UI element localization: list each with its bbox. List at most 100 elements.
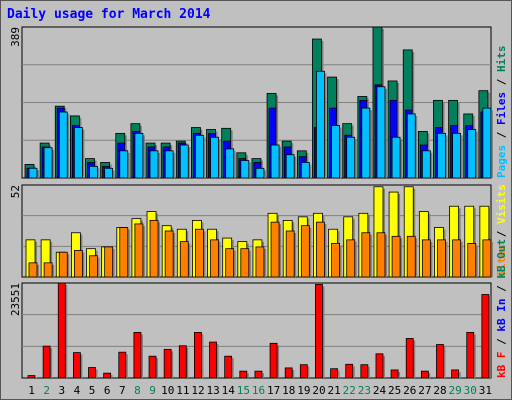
bar-pages	[391, 136, 401, 179]
panel-frame	[21, 282, 492, 379]
bar-pages	[240, 160, 250, 179]
bar-pages	[134, 132, 144, 179]
bar-pages	[300, 162, 310, 179]
y-max-label: 52	[9, 185, 22, 198]
bar-pages	[437, 132, 446, 179]
bar-kbf	[42, 345, 51, 379]
bar-sites	[58, 251, 68, 278]
y-max-label: 23551	[9, 283, 22, 316]
x-tick-label: 1	[28, 384, 35, 397]
x-tick-label: 23	[358, 384, 371, 397]
x-tick-label: 13	[206, 384, 219, 397]
bar-kbf	[194, 332, 202, 379]
bar-kbf	[420, 370, 429, 379]
y-max-label: 389	[9, 27, 22, 47]
legend-item: kB F	[495, 352, 508, 379]
legend-item: Files	[495, 92, 508, 125]
bar-kbf	[390, 369, 399, 379]
bar-sites	[467, 242, 477, 278]
bar-pages	[73, 127, 83, 179]
bar-sites	[73, 250, 83, 278]
bar-pages	[421, 150, 431, 179]
bar-kbf	[148, 355, 157, 379]
x-tick-label: 26	[403, 384, 416, 397]
bar-kbf	[405, 338, 414, 379]
x-tick-label: 3	[59, 384, 66, 397]
bar-sites	[361, 232, 371, 278]
x-tick-label: 8	[134, 384, 141, 397]
bar-kbf	[299, 364, 308, 379]
x-tick-label: 18	[282, 384, 295, 397]
legend-item: Sites	[495, 244, 508, 277]
bar-sites	[316, 221, 325, 278]
bar-pages	[179, 144, 189, 179]
bar-kbf	[239, 370, 248, 379]
bar-pages	[195, 134, 204, 179]
bar-sites	[285, 230, 295, 278]
bar-kbf	[375, 353, 384, 379]
bar-sites	[104, 246, 114, 278]
legend: Pages / Files / Hits	[495, 46, 508, 179]
legend-separator: /	[495, 125, 508, 145]
bar-sites	[43, 262, 53, 278]
bar-kbf	[133, 332, 142, 379]
bar-kbf	[209, 341, 217, 379]
bar-kbf	[269, 342, 278, 379]
bar-kbf	[436, 344, 444, 379]
bar-sites	[149, 219, 159, 278]
bar-sites	[300, 225, 310, 278]
bar-pages	[119, 150, 129, 179]
bar-kbf	[345, 363, 354, 379]
bar-sites	[482, 239, 492, 278]
bar-pages	[452, 132, 462, 179]
bar-pages	[225, 148, 235, 179]
bar-kbf	[178, 345, 187, 379]
x-tick-label: 14	[222, 384, 236, 397]
bar-sites	[119, 227, 129, 278]
bar-pages	[346, 136, 356, 179]
x-tick-label: 2	[43, 384, 50, 397]
x-tick-label: 7	[119, 384, 126, 397]
x-tick-label: 12	[191, 384, 204, 397]
bar-sites	[437, 239, 446, 278]
bar-sites	[346, 239, 356, 278]
bar-sites	[406, 235, 416, 278]
bar-sites	[179, 241, 189, 278]
bar-kbf	[72, 352, 81, 379]
bar-sites	[225, 248, 235, 278]
x-tick-label: 24	[373, 384, 387, 397]
x-tick-label: 9	[149, 384, 156, 397]
x-tick-label: 10	[161, 384, 174, 397]
x-tick-label: 4	[74, 384, 81, 397]
bar-sites	[210, 239, 219, 278]
legend: Sites / Visits	[495, 184, 508, 277]
x-tick-label: 5	[89, 384, 96, 397]
bar-pages	[331, 125, 340, 179]
bar-sites	[331, 242, 340, 278]
legend-item: kB In	[495, 299, 508, 332]
bar-kbf	[57, 282, 66, 379]
legend-separator: /	[495, 332, 508, 352]
bar-kbf	[163, 348, 172, 379]
x-tick-label: 11	[176, 384, 189, 397]
bar-kbf	[284, 367, 293, 379]
x-tick-label: 17	[267, 384, 280, 397]
bar-sites	[391, 235, 401, 278]
legend-separator: /	[495, 224, 508, 244]
bar-pages	[104, 167, 114, 179]
bar-sites	[376, 232, 386, 278]
bar-pages	[28, 167, 38, 179]
x-tick-label: 22	[343, 384, 356, 397]
bar-pages	[285, 154, 295, 179]
bar-sites	[89, 255, 98, 278]
chart-title: Daily usage for March 2014	[7, 7, 211, 22]
x-tick-label: 19	[297, 384, 310, 397]
bar-kbf	[315, 284, 323, 379]
x-tick-label: 30	[464, 384, 477, 397]
x-tick-label: 29	[449, 384, 462, 397]
x-tick-label: 20	[312, 384, 325, 397]
bar-pages	[270, 144, 280, 179]
bar-sites	[255, 246, 265, 278]
bar-kbf	[118, 351, 127, 379]
